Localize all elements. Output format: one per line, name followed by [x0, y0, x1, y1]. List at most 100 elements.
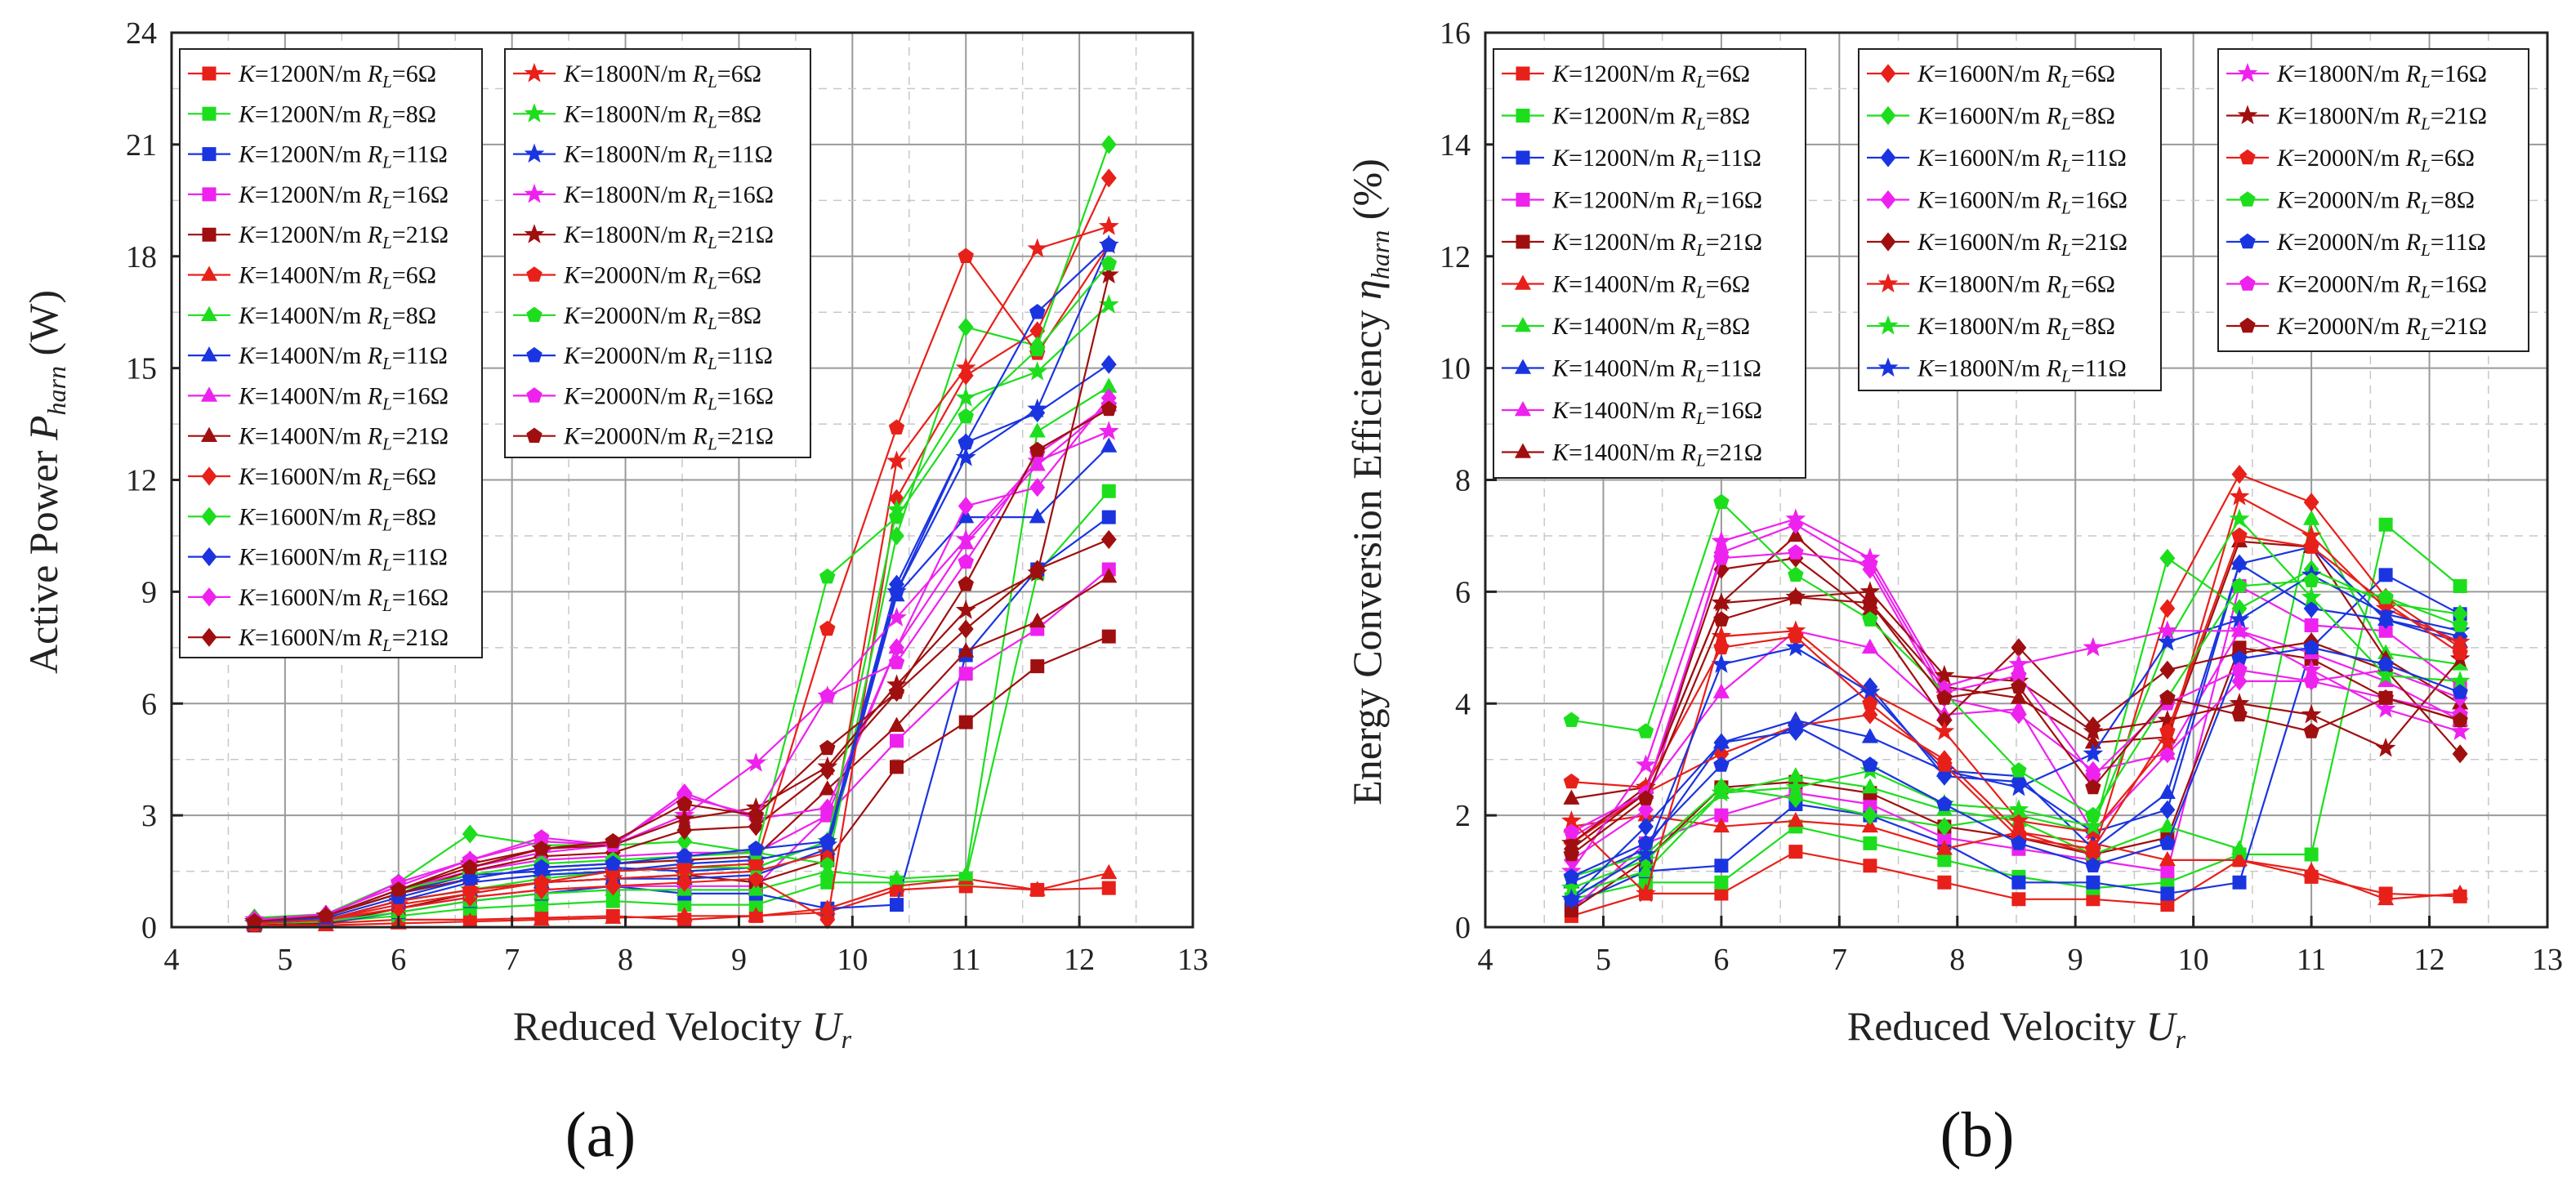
legend-swatch-marker [201, 547, 217, 567]
legend-r-value: 21Ω [2444, 313, 2487, 340]
data-point [1100, 863, 1118, 880]
legend-r-subscript: L [382, 193, 392, 212]
x-axis-label-subscript: r [842, 1024, 852, 1054]
data-point [1100, 437, 1118, 453]
data-point [2303, 510, 2320, 525]
legend-r-subscript: L [382, 233, 392, 252]
legend-k-unit: N/m [2356, 229, 2406, 256]
y-axis-label-unit: (W) [20, 290, 66, 366]
legend-r-subscript: L [1695, 324, 1706, 344]
legend-r-subscript: L [1695, 156, 1706, 176]
legend-swatch-marker [1880, 190, 1896, 210]
x-axis-label-text: Reduced Velocity [513, 1003, 812, 1049]
data-point [958, 866, 975, 881]
data-point [2232, 875, 2247, 890]
data-point [1862, 611, 1878, 627]
data-point [2085, 840, 2101, 856]
legend-k-symbol: K [1917, 271, 1935, 298]
data-point [2159, 548, 2176, 568]
data-point [1637, 790, 1654, 805]
series-k2000-r8ohm [1563, 493, 2468, 823]
legend-swatch-marker [1880, 232, 1896, 252]
data-point [1714, 875, 1729, 890]
data-point [1100, 135, 1117, 154]
x-tick-label: 11 [2297, 943, 2327, 977]
legend-label: K=2000N/m RL=6Ω [563, 262, 761, 293]
legend-entry: K=1600N/m RL=8Ω [188, 503, 436, 534]
legend-entry: K=1800N/m RL=16Ω [513, 181, 774, 212]
legend-equals: = [1569, 271, 1583, 298]
legend-k-symbol: K [238, 342, 257, 369]
legend-r-symbol: R [367, 100, 382, 127]
legend-r-subscript: L [1695, 451, 1706, 471]
data-point [605, 832, 621, 849]
legend-swatch-marker [201, 587, 217, 607]
data-point [1029, 303, 1046, 319]
legend-k-symbol: K [1551, 271, 1570, 298]
data-point [748, 806, 764, 823]
legend-r-subscript: L [1695, 198, 1706, 218]
legend-k-symbol: K [1917, 229, 1935, 256]
legend-r-symbol: R [2046, 229, 2061, 256]
legend-k-unit: N/m [643, 423, 693, 450]
legend-k-unit: N/m [1632, 313, 1681, 340]
legend-r-subscript: L [1695, 408, 1706, 428]
legend-equals: = [392, 463, 406, 490]
legend-swatch-marker [1880, 105, 1896, 126]
data-point [2231, 661, 2248, 677]
data-point [1788, 717, 1804, 733]
data-point [1711, 530, 1732, 551]
legend-r-subscript: L [1695, 367, 1706, 386]
legend-equals: = [255, 342, 269, 369]
data-point [2231, 578, 2248, 593]
legend-r-value: 11Ω [1720, 145, 1761, 172]
data-point [605, 855, 621, 871]
legend-r-symbol: R [367, 342, 382, 369]
legend-r-subscript: L [382, 435, 392, 454]
legend-k-symbol: K [563, 423, 582, 450]
legend-equals: = [1569, 355, 1583, 382]
legend-k-symbol: K [1551, 439, 1570, 466]
legend-swatch-marker [1516, 234, 1530, 249]
data-point [955, 529, 976, 549]
legend-equals: = [717, 221, 731, 248]
legend-k-value: 1600 [1948, 145, 1997, 172]
legend-r-value: 11Ω [406, 342, 448, 369]
legend-k-unit: N/m [318, 181, 368, 208]
series-k2000-r21ohm [1563, 588, 2468, 862]
legend-r-symbol: R [367, 584, 382, 611]
legend-equals: = [1706, 271, 1720, 298]
y-axis-label-text: Active Power [20, 440, 66, 674]
legend-r-symbol: R [367, 60, 382, 87]
data-point [888, 508, 905, 524]
legend-k-value: 1400 [269, 302, 318, 329]
x-tick-label: 6 [1713, 943, 1729, 977]
legend-equals: = [580, 141, 594, 168]
data-point [2301, 587, 2322, 606]
data-point [888, 869, 905, 885]
legend-swatch-marker [2239, 149, 2256, 165]
data-point [2453, 579, 2467, 594]
legend-k-symbol: K [563, 221, 582, 248]
legend-equals: = [2293, 229, 2307, 256]
legend-swatch-marker [2237, 105, 2258, 125]
legend-r-symbol: R [367, 302, 382, 329]
legend-entry: K=1400N/m RL=11Ω [188, 342, 448, 373]
legend-r-value: 21Ω [731, 423, 774, 450]
legend-r-value: 8Ω [731, 302, 761, 329]
y-tick-label: 3 [141, 799, 157, 833]
data-point [1636, 849, 1656, 869]
data-point [2452, 617, 2468, 632]
legend-r-symbol: R [367, 544, 382, 571]
legend-equals: = [2071, 313, 2085, 340]
data-point [605, 894, 620, 908]
legend-k-unit: N/m [318, 544, 368, 571]
legend-r-symbol: R [367, 181, 382, 208]
legend-label: K=1600N/m RL=8Ω [238, 503, 436, 534]
x-tick-label: 8 [1949, 943, 1965, 977]
legend-k-value: 1600 [1948, 229, 1997, 256]
legend-k-symbol: K [238, 463, 257, 490]
legend-k-value: 1600 [269, 624, 318, 651]
